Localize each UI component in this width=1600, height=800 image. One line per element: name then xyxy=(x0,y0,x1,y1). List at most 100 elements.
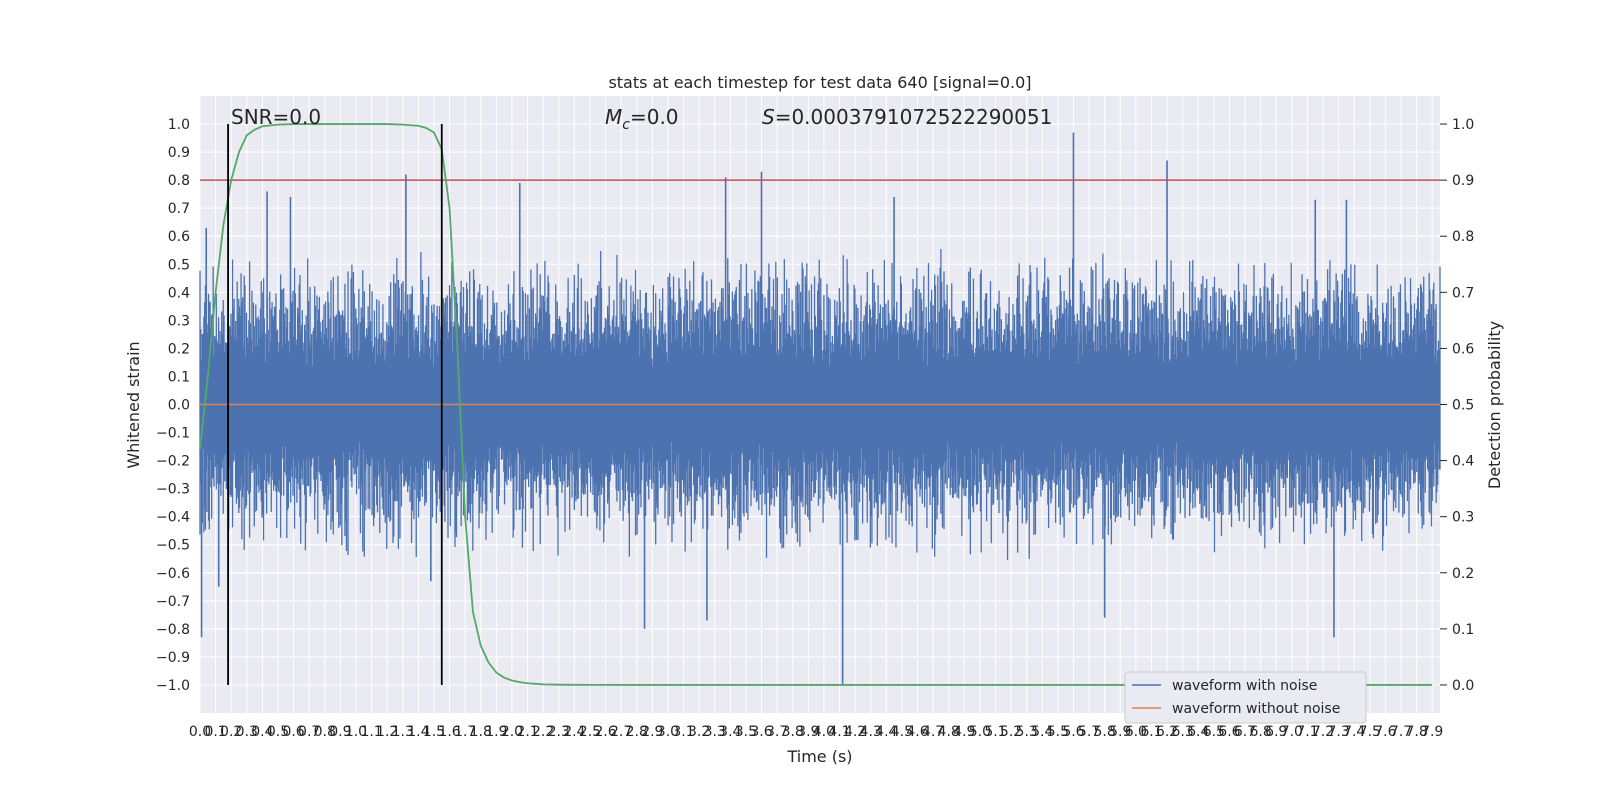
x-tick-label: 7.1 xyxy=(1296,724,1318,740)
y-tick-label: 0.4 xyxy=(168,285,190,301)
y-tick-label: 0.5 xyxy=(168,257,190,273)
x-tick-label: 6.9 xyxy=(1265,724,1287,740)
x-tick-label: 2.2 xyxy=(532,724,554,740)
x-tick-label: 0.7 xyxy=(298,724,320,740)
x-tick-label: 7.8 xyxy=(1405,724,1427,740)
y-tick-label: −0.7 xyxy=(156,594,190,610)
x-tick-label: 7.9 xyxy=(1421,724,1443,740)
x-tick-label: 5.4 xyxy=(1031,724,1053,740)
x-tick-label: 7.4 xyxy=(1343,724,1365,740)
y2-tick-labels: 1.0 0.9 0.8 0.7 0.6 0.5 0.4 0.3 0.2 0.1 0.0 xyxy=(1440,117,1474,694)
y-tick-label: 0.0 xyxy=(168,398,190,414)
x-tick-label: 1.0 xyxy=(345,724,367,740)
chart-title: stats at each timestep for test data 640… xyxy=(608,73,1031,92)
x-tick-label: 4.8 xyxy=(938,724,960,740)
x-tick-label: 4.1 xyxy=(828,724,850,740)
x-tick-label: 4.6 xyxy=(906,724,928,740)
x-tick-label: 6.2 xyxy=(1156,724,1178,740)
y-tick-label: 0.8 xyxy=(168,173,190,189)
x-tick-label: 2.9 xyxy=(641,724,663,740)
y2-tick-label: 0.8 xyxy=(1452,229,1474,245)
y-tick-label: −0.3 xyxy=(156,482,190,498)
x-tick-label: 4.3 xyxy=(860,724,882,740)
x-tick-label: 0.0 xyxy=(189,724,211,740)
y2-tick-label: 1.0 xyxy=(1452,117,1474,133)
x-tick-label: 2.7 xyxy=(610,724,632,740)
x-tick-label: 0.4 xyxy=(251,724,273,740)
x-tick-label: 2.1 xyxy=(516,724,538,740)
y-axis-label: Whitened strain xyxy=(124,341,143,468)
y2-tick-label: 0.9 xyxy=(1452,173,1474,189)
x-tick-label: 0.9 xyxy=(329,724,351,740)
x-tick-label: 4.9 xyxy=(953,724,975,740)
x-axis-label: Time (s) xyxy=(786,747,852,766)
legend-box xyxy=(1124,671,1367,724)
x-tick-label: 5.5 xyxy=(1047,724,1069,740)
y-tick-label: 1.0 xyxy=(168,117,190,133)
x-tick-label: 7.2 xyxy=(1312,724,1334,740)
x-tick-label: 0.2 xyxy=(220,724,242,740)
y-tick-labels: 1.0 0.9 0.8 0.7 0.6 0.5 0.4 0.3 0.2 0.1 0.0 −0.1 −0.… xyxy=(156,117,190,694)
x-tick-label: 2.5 xyxy=(579,724,601,740)
y-tick-label: −0.4 xyxy=(156,510,190,526)
series-layer xyxy=(199,132,1441,685)
detection-probability-line xyxy=(199,123,1433,686)
x-tick-label: 4.4 xyxy=(875,724,897,740)
x-tick-label: 6.3 xyxy=(1172,724,1194,740)
y2-tick-label: 0.6 xyxy=(1452,341,1474,357)
x-tick-label: 1.6 xyxy=(438,724,460,740)
chirp-mass-symbol: M xyxy=(605,105,622,129)
y-tick-label: −0.8 xyxy=(156,622,190,638)
x-tick-label: 5.8 xyxy=(1094,724,1116,740)
waveform-with-noise-line xyxy=(199,249,1441,561)
x-tick-label: 2.8 xyxy=(626,724,648,740)
y-tick-label: −0.1 xyxy=(156,426,190,442)
x-tick-label: 4.7 xyxy=(922,724,944,740)
x-tick-label: 1.9 xyxy=(485,724,507,740)
x-tick-label: 3.6 xyxy=(750,724,772,740)
x-tick-label: 3.8 xyxy=(782,724,804,740)
x-tick-label: 5.2 xyxy=(1000,724,1022,740)
x-tick-label: 1.8 xyxy=(470,724,492,740)
x-tick-label: 7.6 xyxy=(1374,724,1396,740)
x-tick-label: 2.4 xyxy=(563,724,585,740)
x-tick-label: 6.1 xyxy=(1140,724,1162,740)
y-tick-label: −0.2 xyxy=(156,454,190,470)
x-tick-label: 0.8 xyxy=(314,724,336,740)
x-tick-label: 7.3 xyxy=(1327,724,1349,740)
x-tick-label: 6.4 xyxy=(1187,724,1209,740)
y-tick-label: 0.2 xyxy=(168,341,190,357)
y2-tick-label: 0.3 xyxy=(1452,510,1474,526)
x-tick-label: 1.5 xyxy=(423,724,445,740)
s-value: =0.0003791072522290051 xyxy=(775,105,1053,129)
legend-label-waveform-with-noise: waveform with noise xyxy=(1172,678,1317,694)
y-tick-label: 0.6 xyxy=(168,229,190,245)
x-tick-label: 6.8 xyxy=(1249,724,1271,740)
x-tick-labels: 0.00.10.20.30.40.50.60.70.80.91.01.11.21… xyxy=(189,724,1443,740)
x-tick-label: 3.9 xyxy=(797,724,819,740)
x-tick-label: 5.0 xyxy=(969,724,991,740)
s-annotation: S=0.0003791072522290051 xyxy=(762,105,1052,129)
x-tick-label: 1.7 xyxy=(454,724,476,740)
snr-annotation: SNR=0.0 xyxy=(231,105,321,129)
x-tick-label: 5.1 xyxy=(984,724,1006,740)
legend-label-waveform-without-noise: waveform without noise xyxy=(1172,701,1340,717)
x-tick-label: 1.3 xyxy=(392,724,414,740)
x-tick-label: 2.6 xyxy=(594,724,616,740)
x-tick-label: 0.1 xyxy=(204,724,226,740)
x-tick-label: 5.6 xyxy=(1062,724,1084,740)
x-tick-label: 7.7 xyxy=(1390,724,1412,740)
x-tick-label: 2.0 xyxy=(501,724,523,740)
x-tick-label: 3.1 xyxy=(672,724,694,740)
x-tick-label: 6.6 xyxy=(1218,724,1240,740)
y2-axis-label: Detection probability xyxy=(1485,321,1504,489)
legend: waveform with noise waveform without noi… xyxy=(1124,671,1367,724)
y-tick-label: 0.7 xyxy=(168,201,190,217)
x-tick-label: 1.2 xyxy=(376,724,398,740)
x-tick-label: 6.5 xyxy=(1203,724,1225,740)
y-tick-label: 0.9 xyxy=(168,145,190,161)
chirp-mass-annotation: Mc=0.0 xyxy=(605,105,679,133)
x-tick-label: 0.5 xyxy=(267,724,289,740)
x-tick-label: 4.5 xyxy=(891,724,913,740)
